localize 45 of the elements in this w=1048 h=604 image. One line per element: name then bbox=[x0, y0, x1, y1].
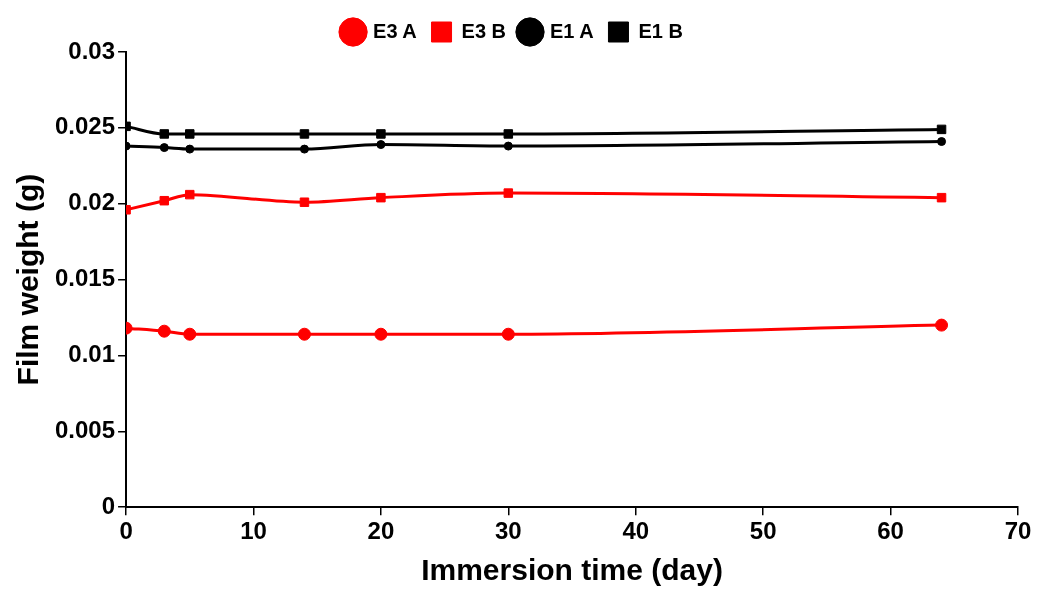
point bbox=[185, 144, 195, 154]
y-tick-label: 0.015 bbox=[55, 264, 116, 292]
point bbox=[297, 327, 311, 341]
point bbox=[376, 140, 386, 150]
y-tick-label: 0.03 bbox=[68, 36, 116, 64]
point bbox=[159, 195, 170, 206]
y-tick-label: 0 bbox=[101, 491, 116, 519]
legend-label: E1 A bbox=[550, 19, 594, 42]
x-tick-label: 60 bbox=[877, 517, 904, 545]
legend-label: E3 B bbox=[461, 19, 507, 42]
point bbox=[935, 318, 949, 332]
point bbox=[183, 327, 197, 341]
y-tick-label: 0.005 bbox=[55, 415, 116, 443]
y-tick-label: 0.025 bbox=[55, 112, 116, 140]
point bbox=[185, 129, 195, 139]
point bbox=[501, 327, 515, 341]
point bbox=[503, 188, 514, 198]
point bbox=[299, 129, 310, 139]
point bbox=[936, 124, 947, 135]
x-tick-label: 70 bbox=[1004, 517, 1032, 545]
x-tick-label: 30 bbox=[494, 517, 522, 545]
point bbox=[299, 197, 310, 207]
y-tick-label: 0.01 bbox=[68, 340, 116, 368]
point bbox=[936, 192, 947, 203]
point bbox=[299, 144, 309, 154]
point bbox=[376, 192, 386, 203]
x-tick-label: 10 bbox=[240, 517, 267, 545]
y-axis-title: Film weight (g) bbox=[11, 173, 45, 386]
point bbox=[159, 143, 169, 153]
legend-label: E3 A bbox=[373, 19, 417, 42]
point bbox=[503, 141, 513, 151]
point bbox=[937, 137, 947, 147]
x-tick-label: 0 bbox=[119, 517, 133, 545]
x-tick-label: 20 bbox=[367, 517, 395, 545]
point bbox=[157, 324, 171, 338]
point bbox=[185, 189, 195, 200]
x-axis-title: Immersion time (day) bbox=[421, 553, 723, 587]
x-tick-label: 40 bbox=[622, 517, 650, 545]
y-tick-label: 0.02 bbox=[68, 188, 116, 216]
point bbox=[374, 327, 388, 341]
x-tick-label: 50 bbox=[749, 517, 777, 545]
point bbox=[159, 129, 170, 139]
point bbox=[376, 129, 386, 139]
point bbox=[503, 129, 514, 139]
legend-label: E1 B bbox=[638, 19, 683, 42]
